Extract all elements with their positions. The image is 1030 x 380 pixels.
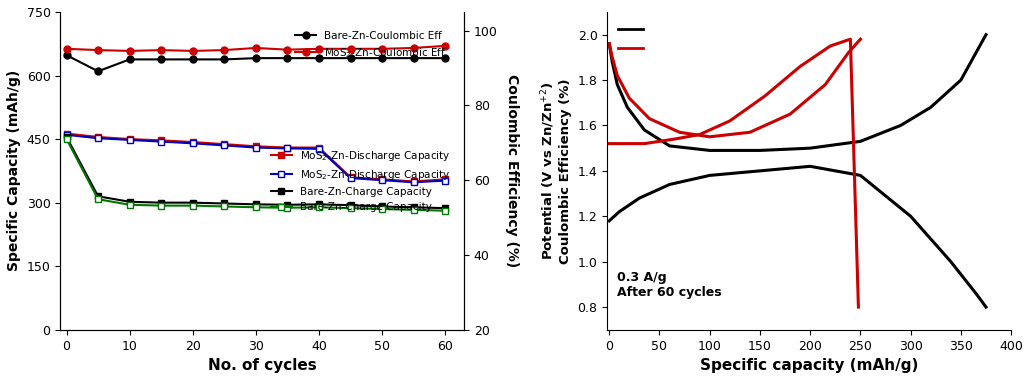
Text: 0.3 A/g
After 60 cycles: 0.3 A/g After 60 cycles (617, 271, 722, 299)
Y-axis label: Specific Capacity (mAh/g): Specific Capacity (mAh/g) (7, 70, 21, 271)
Legend: MoS$_2$-Zn-Discharge Capacity, MoS$_2$-Zn-Discharge Capacity, Bare-Zn-Charge Cap: MoS$_2$-Zn-Discharge Capacity, MoS$_2$-Z… (267, 144, 455, 216)
X-axis label: No. of cycles: No. of cycles (208, 358, 316, 373)
X-axis label: Specific capacity (mAh/g): Specific capacity (mAh/g) (700, 358, 919, 373)
Y-axis label: Coulombic Efficiency (%): Coulombic Efficiency (%) (505, 74, 518, 268)
Legend: , : , (614, 18, 658, 60)
Y-axis label: Potential (V vs Zn/Zn$^{+2}$)
Coulombic Efficiency (%): Potential (V vs Zn/Zn$^{+2}$) Coulombic … (540, 78, 572, 264)
